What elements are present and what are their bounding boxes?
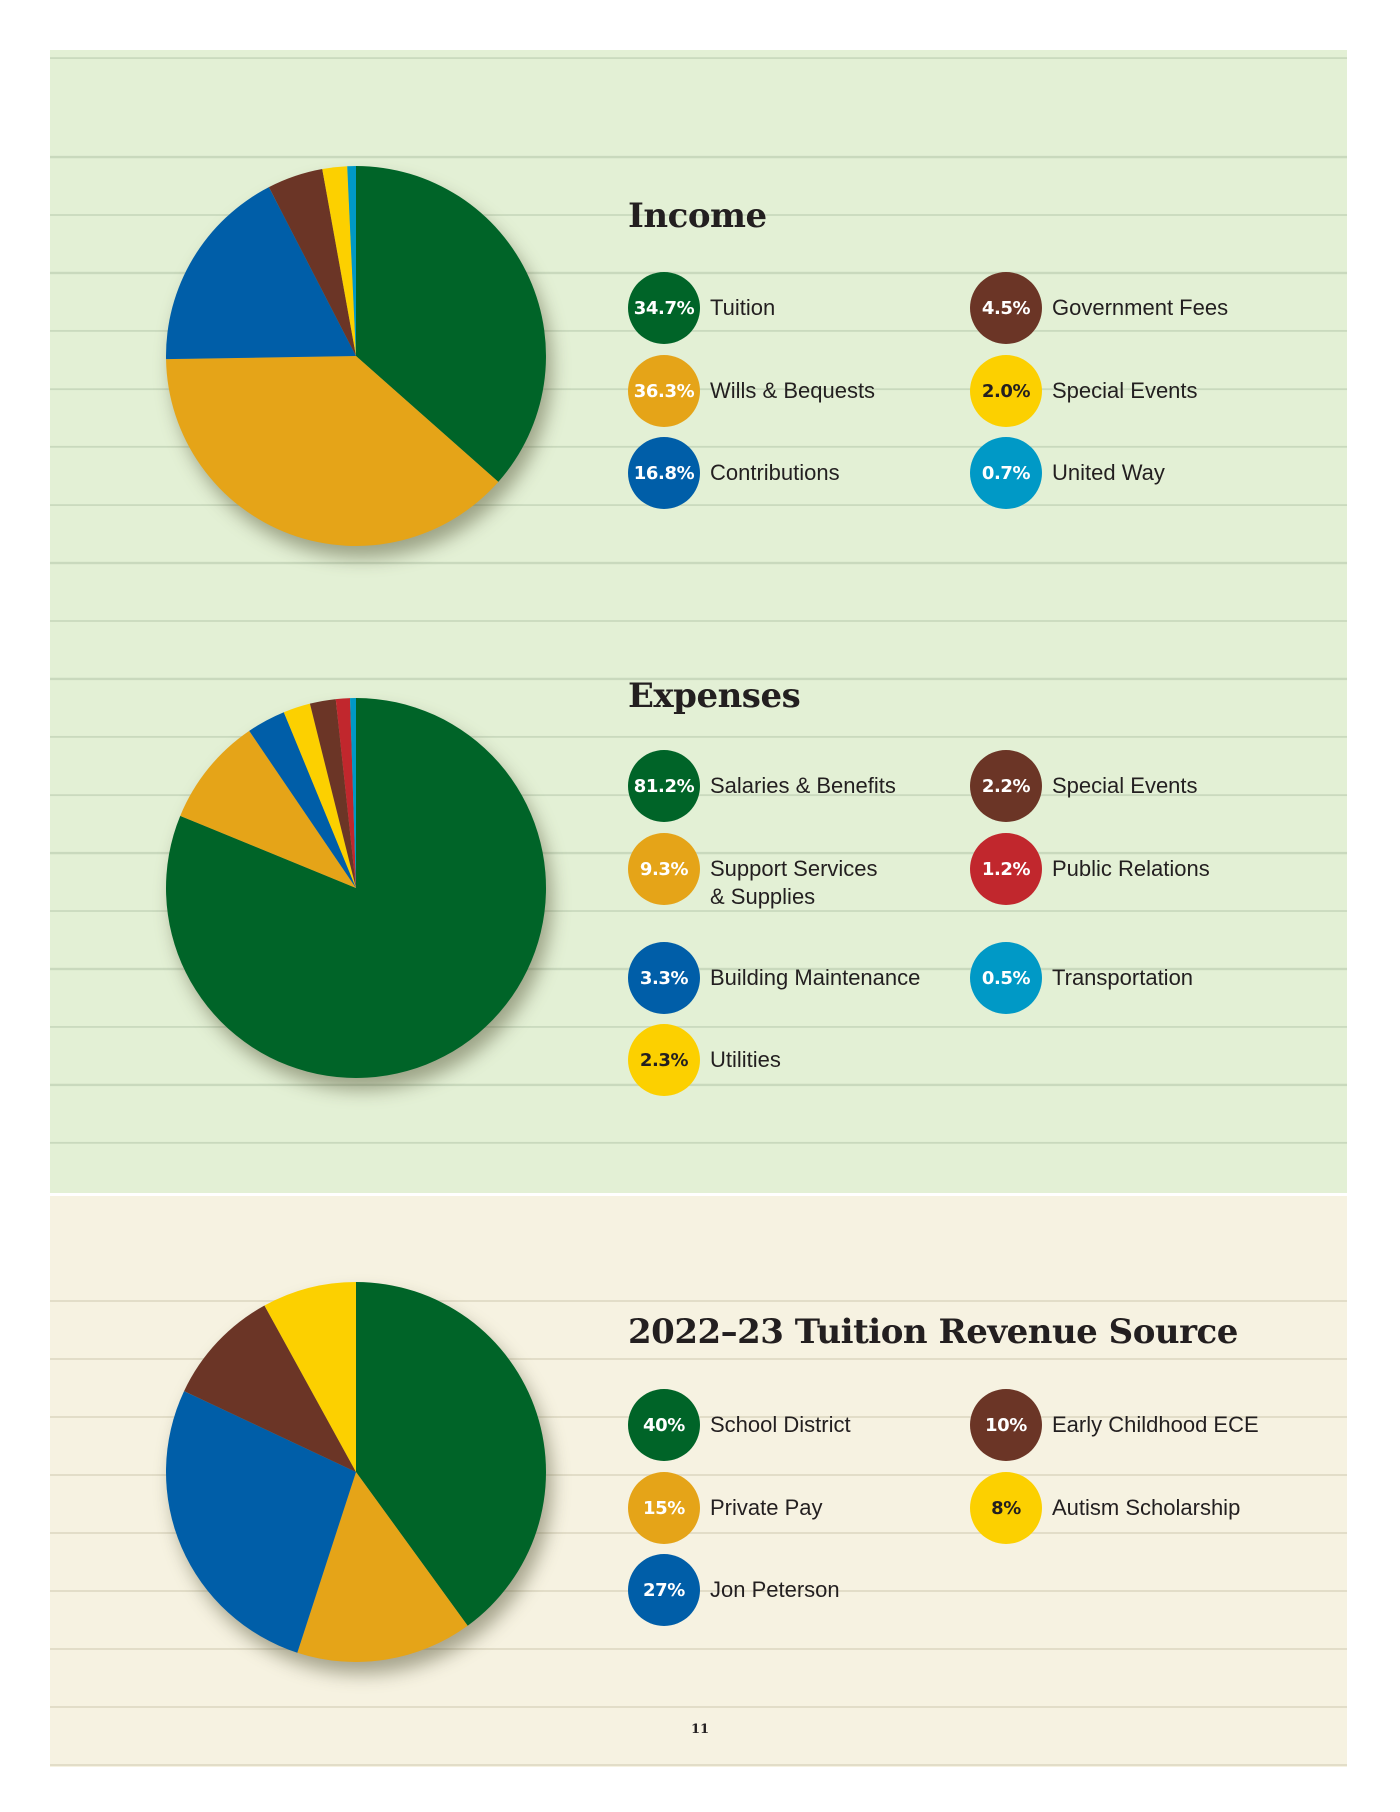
expenses-pie-chart	[166, 697, 547, 1078]
legend-label: Jon Peterson	[710, 1577, 840, 1602]
legend-percent-badge: 8%	[970, 1472, 1042, 1544]
legend-percent-badge: 15%	[628, 1472, 700, 1544]
legend-percent-badge: 2.2%	[970, 750, 1042, 822]
legend-label: Early Childhood ECE	[1052, 1412, 1259, 1437]
pie-slice-special-events	[322, 166, 356, 356]
legend-percent-badge: 4.5%	[970, 272, 1042, 344]
pie-slice-utilities	[283, 703, 356, 888]
legend-label: Utilities	[710, 1047, 781, 1072]
legend-label: Special Events	[1052, 773, 1198, 798]
tuition-pie-chart	[165, 1282, 546, 1662]
pie-slice-jon-peterson	[165, 1391, 356, 1653]
legend-label: Salaries & Benefits	[710, 773, 896, 798]
legend-label: Public Relations	[1052, 856, 1210, 881]
legend-label: Wills & Bequests	[710, 378, 876, 403]
legend-percent-badge: 27%	[628, 1554, 700, 1626]
legend-label: Tuition	[710, 295, 776, 320]
pie-slice-building-maintenance	[249, 712, 356, 888]
pie-slice-early-childhood-ece	[184, 1305, 356, 1472]
pie-slice-support-services-and-supplies	[180, 730, 356, 888]
income-title: Income	[628, 196, 767, 236]
legend-percent-badge: 16.8%	[628, 437, 700, 509]
legend-percent-badge: 40%	[628, 1389, 700, 1461]
legend-percent-badge: 10%	[970, 1389, 1042, 1461]
legend-percent-badge: 9.3%	[628, 833, 700, 905]
legend-percent-badge: 1.2%	[970, 833, 1042, 905]
pie-slice-government-fees	[268, 169, 356, 356]
legend-percent-badge: 2.0%	[970, 355, 1042, 427]
page-number: 11	[690, 1722, 710, 1737]
pie-slice-special-events	[309, 699, 356, 888]
pie-slice-autism-scholarship	[264, 1282, 356, 1472]
income-pie-chart	[166, 165, 546, 546]
pie-slice-transportation	[350, 697, 356, 888]
legend-label: Contributions	[710, 460, 840, 485]
legend-label: Private Pay	[710, 1495, 823, 1520]
legend-percent-badge: 0.5%	[970, 942, 1042, 1014]
legend-percent-badge: 0.7%	[970, 437, 1042, 509]
legend-label: School District	[710, 1412, 851, 1437]
legend-label: Transportation	[1052, 965, 1194, 990]
legend-label: Support Services & Supplies	[710, 856, 878, 909]
legend-label: Special Events	[1052, 378, 1198, 403]
legend-percent-badge: 2.3%	[628, 1024, 700, 1096]
legend-percent-badge: 3.3%	[628, 942, 700, 1014]
pie-slice-school-district	[356, 1282, 546, 1626]
pie-slice-contributions	[166, 187, 356, 360]
pie-slice-public-relations	[335, 698, 356, 888]
pie-slice-private-pay	[297, 1472, 468, 1662]
legend-label: United Way	[1052, 460, 1165, 485]
legend-label: Government Fees	[1052, 295, 1229, 320]
legend-label: Building Maintenance	[710, 965, 921, 990]
expenses-title: Expenses	[628, 676, 801, 716]
legend-percent-badge: 34.7%	[628, 272, 700, 344]
legend-percent-badge: 81.2%	[628, 750, 700, 822]
tuition-revenue-title: 2022–23 Tuition Revenue Source	[628, 1312, 1238, 1352]
pie-slice-wills-and-bequests	[166, 356, 499, 546]
pie-slice-tuition	[356, 166, 546, 482]
pie-slice-united-way	[347, 165, 356, 356]
legend-percent-badge: 36.3%	[628, 355, 700, 427]
legend-label: Autism Scholarship	[1052, 1495, 1241, 1520]
pie-slice-salaries-and-benefits	[166, 698, 547, 1078]
